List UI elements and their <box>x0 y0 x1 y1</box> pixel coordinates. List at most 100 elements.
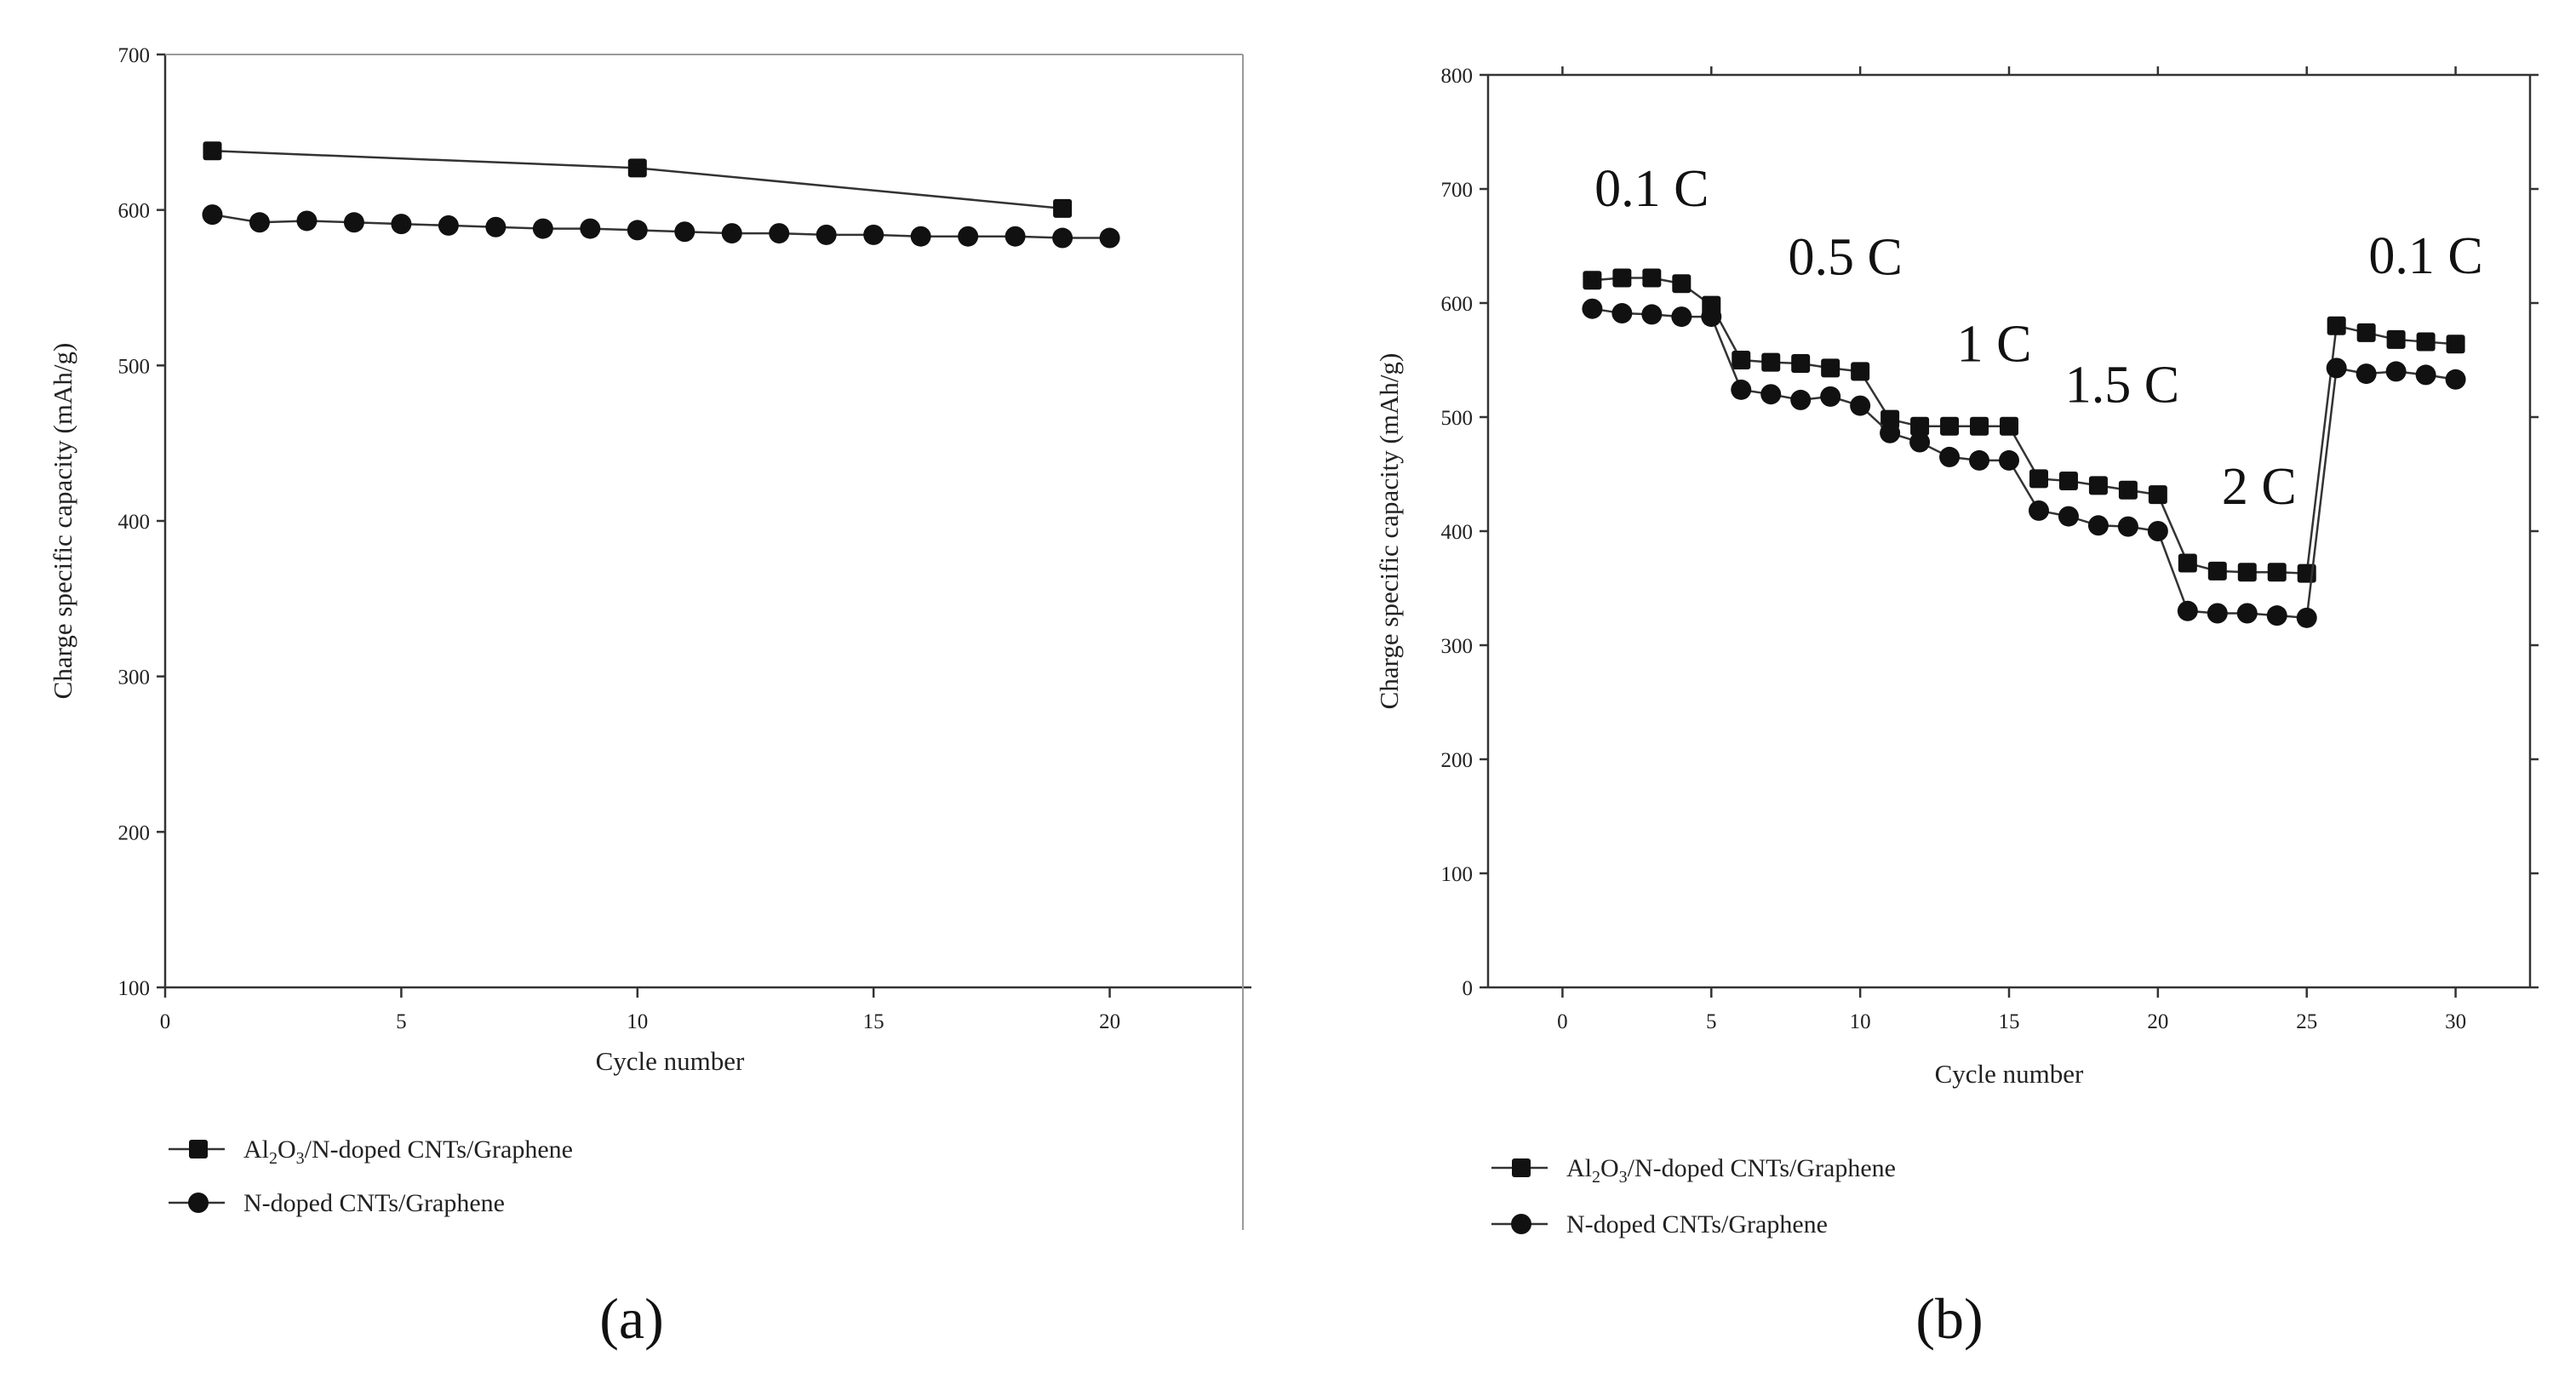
data-point-circle <box>2415 364 2436 386</box>
data-point-circle <box>580 218 601 239</box>
data-point-circle <box>1999 449 2019 471</box>
x-tick-label: 10 <box>627 1010 648 1033</box>
legend-label-part: /N-doped CNTs/Graphene <box>1628 1154 1896 1182</box>
y-tick-label: 500 <box>1441 407 1474 430</box>
y-tick-label: 200 <box>1441 749 1474 772</box>
data-point-circle <box>532 218 553 239</box>
legend-label-part: 2 <box>269 1149 278 1168</box>
data-point-circle <box>2207 603 2228 624</box>
data-point-square <box>2148 485 2167 505</box>
data-point-circle <box>1850 395 1871 416</box>
data-point-circle <box>1582 298 1603 319</box>
legend-circle-marker <box>1511 1214 1531 1234</box>
data-point-circle <box>2356 363 2377 385</box>
y-tick-label: 600 <box>1441 293 1474 316</box>
legend-circle-marker <box>188 1193 209 1213</box>
data-point-circle <box>2296 607 2317 628</box>
data-point-square <box>1732 351 1751 369</box>
data-point-square <box>1821 358 1840 378</box>
data-point-square <box>2000 416 2018 436</box>
data-point-square <box>2178 553 2197 573</box>
data-point-square <box>2386 329 2406 349</box>
rate-annotation: 0.1 C <box>1594 160 1709 218</box>
data-point-circle <box>1099 227 1120 249</box>
legend-label: N-doped CNTs/Graphene <box>243 1189 505 1217</box>
chart-panel-b: 0 100 200 300 400 500 600 700 800 0 5 10 15 20 25 30 Cyc… <box>1374 65 2539 1351</box>
data-point-circle <box>1671 306 1692 328</box>
y-tick-label: 100 <box>1441 863 1474 886</box>
y-axis-title: Charge specific capacity (mAh/g) <box>1374 353 1404 710</box>
series-al2o3-n-doped-cnts-graphene <box>1583 268 2465 583</box>
data-point-square <box>2029 469 2048 489</box>
data-point-circle <box>2236 603 2258 624</box>
y-tick-label: 600 <box>118 200 151 223</box>
legend-label: Al2O3/N-doped CNTs/Graphene <box>243 1135 573 1168</box>
data-point-circle <box>2266 605 2287 626</box>
series-n-doped-cnts-graphene <box>202 204 1120 249</box>
x-tick-label: 5 <box>396 1010 407 1033</box>
legend-entry-al2o3: Al2O3/N-doped CNTs/Graphene <box>169 1135 573 1168</box>
data-point-circle <box>1939 446 1961 467</box>
rate-annotation: 0.5 C <box>1788 229 1902 287</box>
data-point-circle <box>2326 358 2347 379</box>
x-tick-label: 0 <box>1557 1010 1568 1033</box>
data-point-square <box>2088 476 2108 495</box>
legend-label-part: N-doped CNTs/Graphene <box>243 1189 505 1217</box>
panel-label: (a) <box>599 1286 663 1351</box>
data-point-circle <box>391 214 412 235</box>
data-point-circle <box>863 224 884 245</box>
y-tick-label: 500 <box>118 355 151 378</box>
legend-label-part: Al <box>1566 1154 1592 1182</box>
y-axis-title: Charge specific capacity (mAh/g) <box>48 343 77 700</box>
x-tick-label: 15 <box>1999 1010 2020 1033</box>
legend-entry-n-doped: N-doped CNTs/Graphene <box>1491 1210 1828 1238</box>
data-point-circle <box>721 223 742 244</box>
legend-label-part: O <box>1600 1154 1619 1182</box>
data-point-circle <box>249 212 270 233</box>
y-tick-label: 800 <box>1441 65 1474 88</box>
data-point-circle <box>2385 361 2407 382</box>
x-tick-label: 30 <box>2445 1010 2466 1033</box>
data-point-circle <box>2147 521 2168 541</box>
data-point-square <box>1970 416 1989 436</box>
data-point-circle <box>1052 227 1073 249</box>
data-point-square <box>2416 332 2436 352</box>
data-point-circle <box>296 210 318 232</box>
y-tick-label: 400 <box>118 511 151 534</box>
rate-annotation: 0.1 C <box>2368 227 2482 285</box>
data-point-square <box>2327 316 2346 335</box>
data-point-circle <box>1820 386 1841 407</box>
legend-label: N-doped CNTs/Graphene <box>1566 1210 1828 1238</box>
data-point-square <box>1910 416 1930 436</box>
data-point-circle <box>1005 226 1026 247</box>
data-point-circle <box>1701 306 1722 328</box>
data-point-circle <box>1909 432 1931 453</box>
data-point-square <box>2267 563 2287 582</box>
legend-entry-n-doped: N-doped CNTs/Graphene <box>169 1189 505 1217</box>
rate-annotation: 1.5 C <box>2065 357 2179 415</box>
series-n-doped-cnts-graphene <box>1582 298 2466 628</box>
data-point-square <box>2207 561 2227 581</box>
data-point-square <box>1612 268 1632 288</box>
legend-square-marker <box>1512 1158 1531 1177</box>
x-axis-title: Cycle number <box>596 1046 745 1076</box>
x-tick-label: 5 <box>1706 1010 1717 1033</box>
y-tick-label: 100 <box>118 977 151 1000</box>
y-tick-label: 0 <box>1463 977 1474 1000</box>
legend-label-part: 3 <box>1619 1168 1628 1187</box>
data-point-square <box>1791 354 1811 374</box>
legend-label-part: 2 <box>1592 1168 1600 1187</box>
x-tick-label: 25 <box>2296 1010 2317 1033</box>
legend-label-part: Al <box>243 1135 269 1164</box>
legend-label-part: N-doped CNTs/Graphene <box>1566 1210 1828 1238</box>
rate-annotation: 1 C <box>1957 315 2032 373</box>
data-point-circle <box>910 226 931 247</box>
x-tick-label: 20 <box>1099 1010 1120 1033</box>
x-tick-label: 15 <box>863 1010 884 1033</box>
data-point-circle <box>1731 379 1752 400</box>
data-point-square <box>1672 274 1692 294</box>
legend-square-marker <box>189 1140 208 1158</box>
y-tick-label: 700 <box>118 44 151 67</box>
data-point-circle <box>2177 600 2198 621</box>
data-point-circle <box>202 204 223 226</box>
